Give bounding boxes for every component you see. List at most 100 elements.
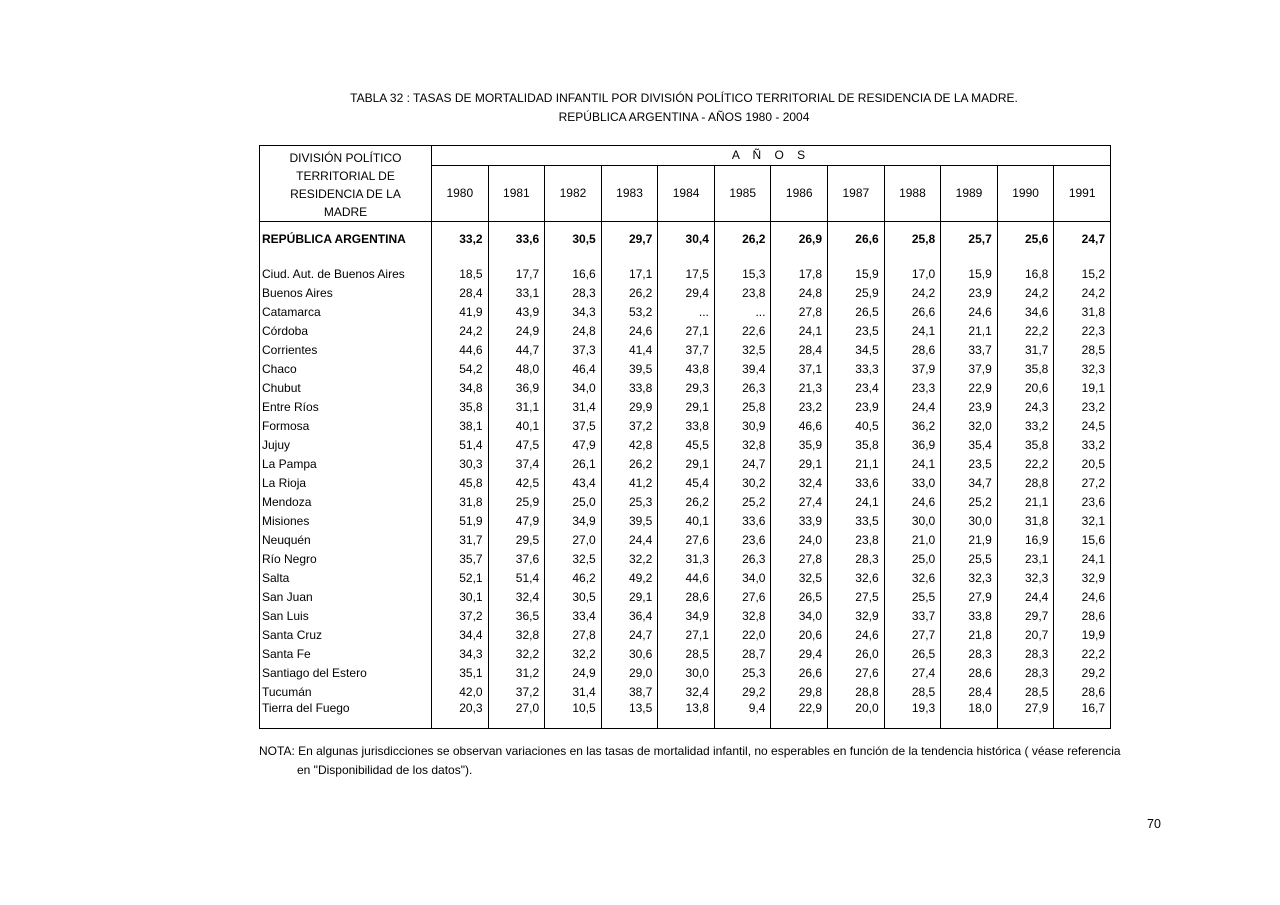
value-cell [601, 250, 659, 264]
value-cell: 26,6 [827, 221, 885, 250]
value-cell: 25,5 [940, 549, 998, 568]
value-cell: 31,3 [657, 549, 715, 568]
value-cell: 25,8 [714, 397, 772, 416]
value-cell: 21,1 [997, 492, 1055, 511]
value-cell: 32,4 [657, 682, 715, 701]
value-cell: 27,7 [884, 625, 942, 644]
value-cell: 27,9 [940, 587, 998, 606]
value-cell: 33,7 [940, 340, 998, 359]
value-cell: 34,0 [770, 606, 829, 625]
table-row: Córdoba 24,2 24,9 24,8 24,6 27,1 22,6 24,1 23,5 2… [259, 321, 1111, 340]
value-cell: 33,2 [431, 221, 489, 250]
value-cell: 13,5 [601, 701, 659, 729]
value-cell: 28,8 [997, 473, 1055, 492]
value-cell: 25,7 [940, 221, 998, 250]
value-cell: 26,2 [601, 283, 659, 302]
value-cell: 33,4 [544, 606, 602, 625]
value-cell: 23,9 [940, 283, 998, 302]
value-cell: 19,3 [884, 701, 942, 729]
value-cell: 24,1 [1053, 549, 1111, 568]
row-label: Jujuy [259, 435, 432, 454]
value-cell: 48,0 [488, 359, 546, 378]
row-label: Chaco [259, 359, 432, 378]
value-cell: 24,5 [1053, 416, 1111, 435]
value-cell: 33,2 [997, 416, 1055, 435]
year-header-cell: 1980 [431, 165, 489, 223]
value-cell [714, 250, 772, 264]
value-cell: 37,9 [884, 359, 942, 378]
value-cell: 28,6 [940, 663, 998, 682]
table-row: Río Negro 35,7 37,6 32,5 32,2 31,3 26,3 27,8 28,… [259, 549, 1111, 568]
value-cell: 18,5 [431, 264, 489, 283]
value-cell: 29,1 [657, 454, 715, 473]
value-cell: 24,2 [431, 321, 489, 340]
years-group-header: A Ñ O S [431, 145, 1111, 166]
value-cell: 33,5 [827, 511, 885, 530]
value-cell: 34,9 [657, 606, 715, 625]
value-cell: 28,6 [657, 587, 715, 606]
value-cell: 17,1 [601, 264, 659, 283]
value-cell: 43,8 [657, 359, 715, 378]
value-cell: 20,7 [997, 625, 1055, 644]
mortality-table-container: DIVISIÓN POLÍTICO TERRITORIAL DE RESIDEN… [259, 145, 1111, 729]
value-cell: 37,4 [488, 454, 546, 473]
table-row: Chaco 54,2 48,0 46,4 39,5 43,8 39,4 37,1 33,3 37,… [259, 359, 1111, 378]
table-row: Neuquén 31,7 29,5 27,0 24,4 27,6 23,6 24,0 23,8 2… [259, 530, 1111, 549]
value-cell: 33,0 [884, 473, 942, 492]
value-cell: 51,4 [431, 435, 489, 454]
value-cell: 27,2 [1053, 473, 1111, 492]
value-cell: 21,3 [770, 378, 829, 397]
value-cell: 27,6 [657, 530, 715, 549]
value-cell: 35,8 [997, 359, 1055, 378]
value-cell: 28,4 [431, 283, 489, 302]
table-row: Ciud. Aut. de Buenos Aires 18,5 17,7 16,6 17… [259, 264, 1111, 283]
value-cell: 37,9 [940, 359, 998, 378]
value-cell: 45,5 [657, 435, 715, 454]
value-cell: 15,9 [827, 264, 885, 283]
row-label: REPÚBLICA ARGENTINA [259, 221, 432, 250]
year-header-cell: 1982 [544, 165, 602, 223]
value-cell: 42,8 [601, 435, 659, 454]
value-cell [544, 250, 602, 264]
value-cell: 33,8 [940, 606, 998, 625]
value-cell: 31,7 [997, 340, 1055, 359]
value-cell: 36,2 [884, 416, 942, 435]
value-cell: 34,4 [431, 625, 489, 644]
value-cell: 24,4 [601, 530, 659, 549]
value-cell: 32,9 [827, 606, 885, 625]
value-cell: 30,6 [601, 644, 659, 663]
year-header-cell: 1984 [657, 165, 715, 223]
value-cell: 33,9 [770, 511, 829, 530]
table-row: La Pampa 30,3 37,4 26,1 26,2 29,1 24,7 29,1 21,1… [259, 454, 1111, 473]
value-cell: 26,2 [714, 221, 772, 250]
value-cell: 28,3 [544, 283, 602, 302]
value-cell: 42,5 [488, 473, 546, 492]
value-cell: 51,9 [431, 511, 489, 530]
value-cell: 34,7 [940, 473, 998, 492]
row-label: Neuquén [259, 530, 432, 549]
row-label: San Luis [259, 606, 432, 625]
value-cell: 24,8 [544, 321, 602, 340]
value-cell: 32,8 [714, 606, 772, 625]
value-cell: 17,5 [657, 264, 715, 283]
value-cell: 32,3 [997, 568, 1055, 587]
value-cell: 27,4 [884, 663, 942, 682]
value-cell: 36,4 [601, 606, 659, 625]
value-cell: 29,2 [1053, 663, 1111, 682]
value-cell: 24,7 [1053, 221, 1111, 250]
value-cell: 29,7 [997, 606, 1055, 625]
value-cell: 32,5 [544, 549, 602, 568]
value-cell [770, 250, 829, 264]
value-cell: 28,3 [827, 549, 885, 568]
value-cell: 27,1 [657, 321, 715, 340]
year-header-cell: 1988 [884, 165, 942, 223]
value-cell: 23,9 [940, 397, 998, 416]
value-cell: 33,8 [601, 378, 659, 397]
value-cell: 28,6 [884, 340, 942, 359]
table-row: Santa Cruz 34,4 32,8 27,8 24,7 27,1 22,0 20,6 24… [259, 625, 1111, 644]
value-cell: 20,0 [827, 701, 885, 729]
row-label: Río Negro [259, 549, 432, 568]
year-header-cell: 1983 [601, 165, 659, 223]
value-cell: 23,9 [827, 397, 885, 416]
year-header-cell: 1986 [770, 165, 829, 223]
